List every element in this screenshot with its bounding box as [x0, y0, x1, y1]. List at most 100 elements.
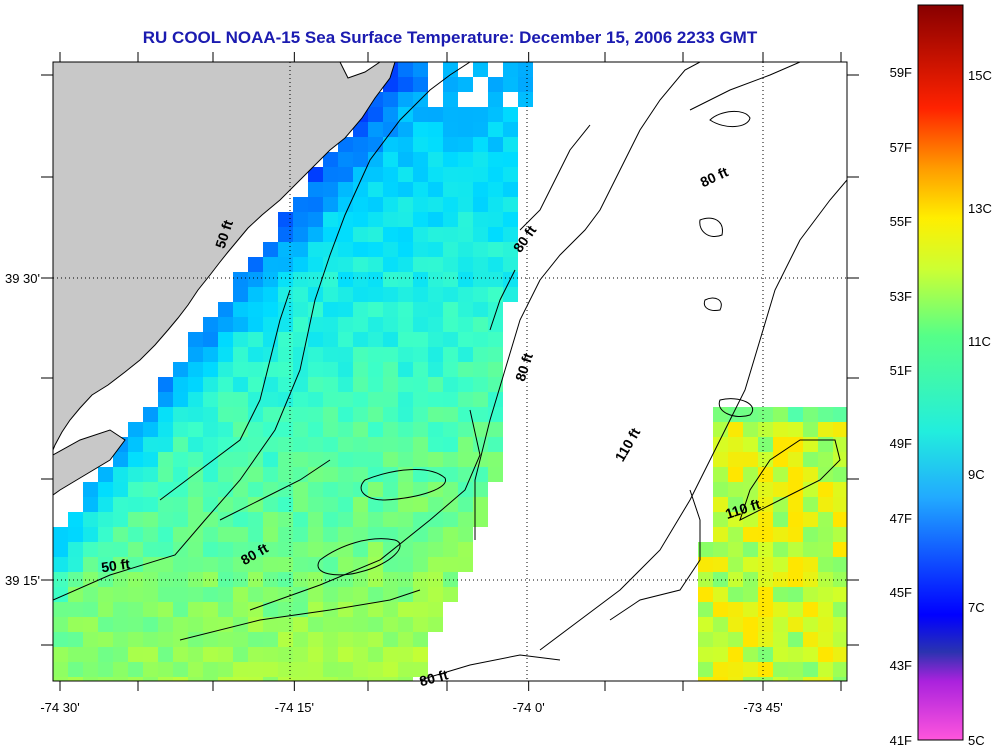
sst-cell: [338, 632, 353, 647]
sst-cell: [713, 467, 728, 482]
sst-cell: [218, 542, 233, 557]
colorbar-f-label: 45F: [890, 585, 912, 600]
colorbar-f-label: 59F: [890, 65, 912, 80]
sst-cell: [248, 392, 263, 407]
sst-cell: [773, 437, 788, 452]
sst-cell: [428, 137, 443, 152]
sst-cell: [188, 602, 203, 617]
colorbar-f-label: 55F: [890, 214, 912, 229]
sst-cell: [248, 647, 263, 662]
colorbar-f-label: 57F: [890, 140, 912, 155]
sst-cell: [203, 497, 218, 512]
sst-cell: [398, 77, 413, 92]
sst-cell: [818, 542, 833, 557]
sst-cell: [803, 662, 818, 677]
sst-cell: [188, 452, 203, 467]
sst-cell: [188, 347, 203, 362]
sst-cell: [383, 362, 398, 377]
sst-cell: [818, 407, 833, 422]
sst-cell: [818, 437, 833, 452]
sst-cell: [338, 152, 353, 167]
sst-cell: [143, 602, 158, 617]
sst-cell: [488, 332, 503, 347]
sst-cell: [818, 527, 833, 542]
sst-cell: [713, 557, 728, 572]
depth-contours: [53, 62, 847, 681]
sst-cell: [368, 167, 383, 182]
x-tick-label: -73 45': [743, 700, 782, 715]
sst-cell: [728, 632, 743, 647]
sst-cell: [698, 662, 713, 677]
sst-cell: [308, 587, 323, 602]
sst-cell: [158, 647, 173, 662]
sst-cell: [278, 272, 293, 287]
sst-cell: [788, 437, 803, 452]
sst-cell: [308, 332, 323, 347]
sst-cell: [743, 542, 758, 557]
sst-cell: [383, 617, 398, 632]
sst-cell: [218, 362, 233, 377]
sst-cell: [218, 332, 233, 347]
sst-cell: [278, 632, 293, 647]
sst-cell: [788, 497, 803, 512]
sst-cell: [128, 437, 143, 452]
sst-cell: [308, 542, 323, 557]
sst-cell: [713, 437, 728, 452]
sst-cell: [203, 362, 218, 377]
sst-cell: [128, 482, 143, 497]
sst-cell: [68, 542, 83, 557]
sst-cell: [353, 407, 368, 422]
sst-cell: [368, 257, 383, 272]
sst-cell: [488, 197, 503, 212]
sst-cell: [158, 527, 173, 542]
sst-cell: [488, 227, 503, 242]
sst-cell: [293, 332, 308, 347]
sst-cell: [458, 377, 473, 392]
sst-cell: [803, 617, 818, 632]
sst-cell: [443, 242, 458, 257]
sst-cell: [713, 632, 728, 647]
sst-cell: [833, 422, 847, 437]
sst-cell: [443, 137, 458, 152]
sst-cell: [233, 662, 248, 677]
sst-cell: [293, 677, 308, 681]
sst-cell: [218, 647, 233, 662]
sst-cell: [428, 542, 443, 557]
sst-cell: [383, 437, 398, 452]
sst-cell: [278, 287, 293, 302]
sst-cell: [698, 587, 713, 602]
sst-cell: [53, 557, 68, 572]
sst-cell: [53, 647, 68, 662]
sst-cell: [353, 497, 368, 512]
sst-cell: [323, 167, 338, 182]
sst-cell: [368, 392, 383, 407]
sst-cell: [203, 617, 218, 632]
sst-cell: [503, 107, 518, 122]
sst-cell: [458, 122, 473, 137]
sst-cell: [443, 422, 458, 437]
sst-cell: [413, 422, 428, 437]
sst-cell: [473, 467, 488, 482]
sst-cell: [443, 542, 458, 557]
sst-cell: [233, 482, 248, 497]
sst-cell: [263, 347, 278, 362]
sst-cell: [443, 587, 458, 602]
sst-cell: [68, 647, 83, 662]
sst-cell: [308, 182, 323, 197]
sst-cell: [158, 632, 173, 647]
sst-cell: [173, 437, 188, 452]
sst-cell: [758, 587, 773, 602]
sst-cell: [413, 407, 428, 422]
sst-cell: [398, 497, 413, 512]
sst-cell: [473, 437, 488, 452]
graticule: [53, 62, 847, 681]
contour-80ft-lower: [179, 409, 481, 641]
sst-cell: [368, 572, 383, 587]
sst-cell: [803, 422, 818, 437]
sst-cell: [83, 482, 98, 497]
sst-cell: [173, 557, 188, 572]
sst-cell: [353, 317, 368, 332]
sst-cell: [308, 167, 323, 182]
sst-cell: [248, 407, 263, 422]
sst-cell: [458, 527, 473, 542]
